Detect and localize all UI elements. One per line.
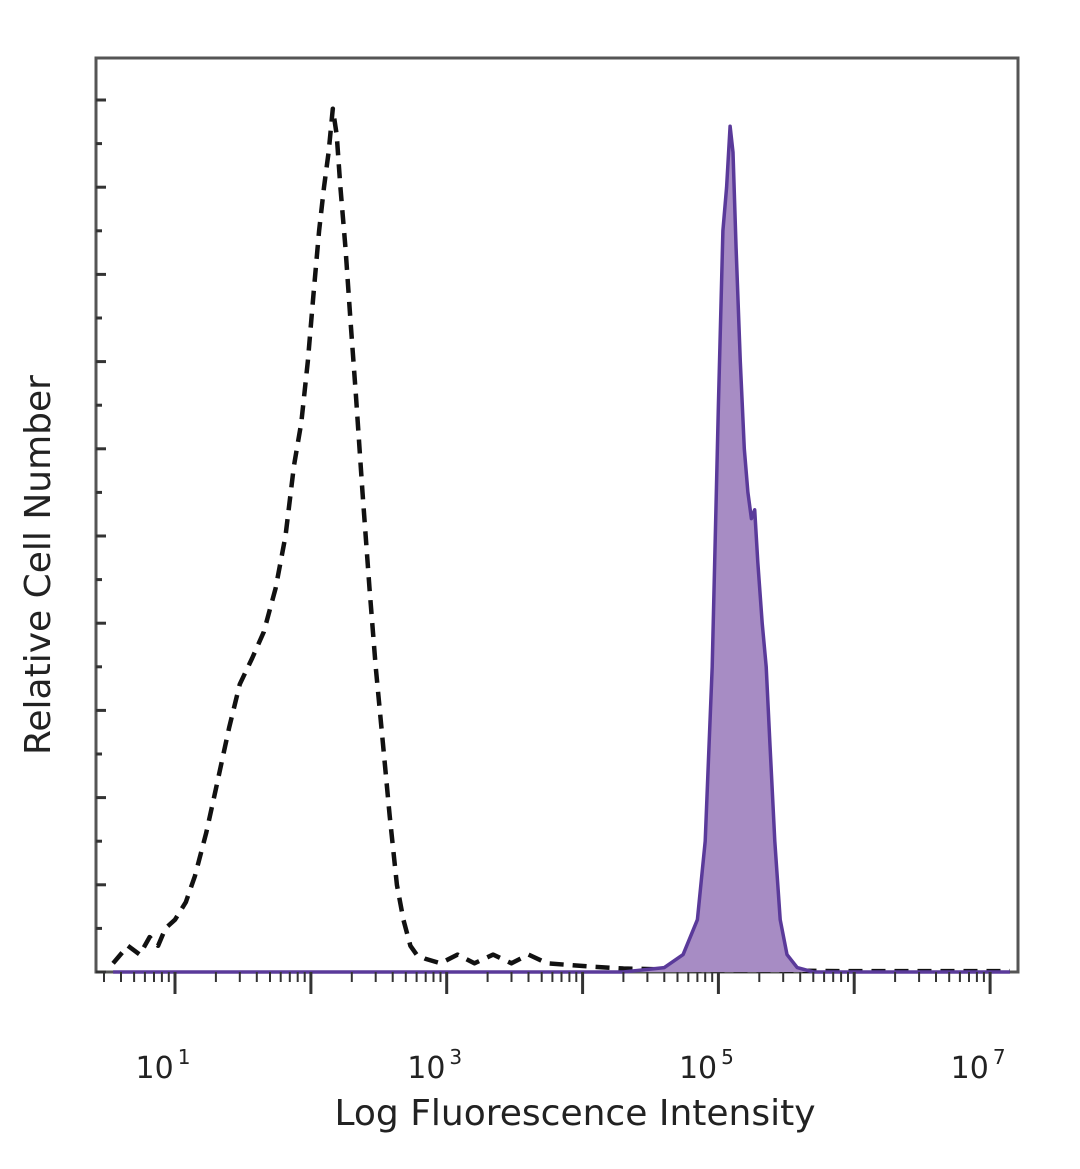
x-tick-label-base: 10	[136, 1051, 174, 1086]
x-tick-label-exponent: 1	[178, 1045, 191, 1069]
series-layer	[111, 106, 1010, 974]
x-tick-label-exponent: 3	[449, 1045, 462, 1069]
x-axis-ticks	[103, 972, 992, 994]
series-1-line	[113, 124, 1010, 974]
x-tick-label: 10 1	[136, 1045, 191, 1086]
x-axis-tick-labels: 10 1 10 3 10 5 10 7	[136, 1045, 1006, 1086]
x-tick-label-base: 10	[679, 1051, 717, 1086]
plot-frame	[94, 56, 1020, 974]
y-axis-ticks	[96, 98, 106, 974]
x-axis-title: Log Fluorescence Intensity	[334, 1093, 815, 1134]
x-tick-label-exponent: 7	[993, 1045, 1006, 1069]
x-tick-label: 10 5	[679, 1045, 734, 1086]
x-tick-label: 10 3	[407, 1045, 462, 1086]
series-0-line	[111, 106, 1010, 974]
y-axis-title: Relative Cell Number	[18, 375, 59, 755]
x-tick-label: 10 7	[951, 1045, 1006, 1086]
x-tick-label-base: 10	[407, 1051, 445, 1086]
x-tick-label-exponent: 5	[721, 1045, 734, 1069]
x-tick-label-base: 10	[951, 1051, 989, 1086]
